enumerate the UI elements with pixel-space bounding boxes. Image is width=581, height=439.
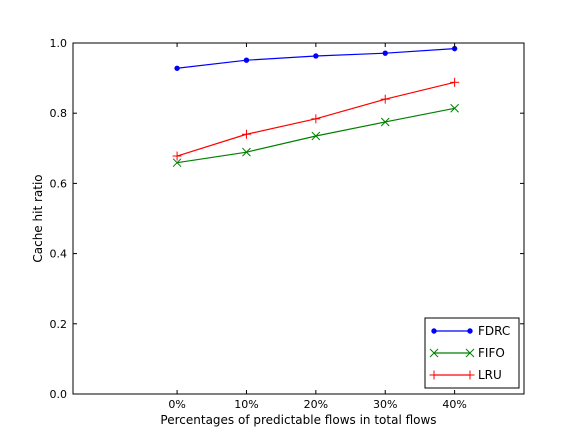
x-tick-label: 10%: [234, 398, 258, 411]
plot-frame: [72, 42, 525, 395]
data-point-fdrc: [382, 50, 388, 56]
y-axis-label: Cache hit ratio: [31, 174, 45, 262]
legend-marker-lru: [429, 370, 439, 380]
data-point-lru: [311, 114, 321, 124]
y-tick-label: 0.6: [50, 177, 68, 190]
data-point-fifo-stroke: [242, 147, 251, 157]
data-point-fifo: [242, 147, 251, 157]
y-tick-label: 0.2: [50, 318, 68, 331]
data-point-fdrc: [313, 53, 319, 59]
data-point-lru: [241, 129, 251, 139]
data-point-lru: [172, 151, 182, 161]
legend-marker-fdrc: [431, 328, 437, 334]
y-tick-label: 0.4: [50, 248, 68, 261]
legend-label-fifo: FIFO: [478, 346, 505, 360]
data-point-fifo-stroke: [450, 103, 459, 113]
x-tick-label: 0%: [168, 398, 185, 411]
data-point-fifo: [450, 103, 459, 113]
y-tick-label: 0.8: [50, 107, 68, 120]
x-tick-label: 30%: [373, 398, 397, 411]
plot-area: [172, 45, 460, 168]
data-point-fdrc: [451, 45, 458, 52]
legend-marker-fifo: [465, 348, 475, 358]
data-point-lru: [380, 94, 390, 104]
legend: FDRC FIFO LRU: [424, 317, 520, 389]
data-point-fifo: [172, 158, 182, 168]
legend-label-fdrc: FDRC: [478, 324, 510, 338]
data-point-fdrc: [243, 57, 250, 63]
legend-marker-lru: [465, 370, 475, 380]
x-axis-label: Percentages of predictable flows in tota…: [160, 413, 436, 427]
x-tick-label: 20%: [304, 398, 328, 411]
data-point-fifo-stroke: [311, 131, 321, 141]
legend-marker-fifo: [429, 348, 439, 358]
data-point-fifo-stroke: [380, 117, 390, 127]
data-point-fdrc: [174, 65, 180, 71]
legend-marker-fdrc: [467, 328, 473, 334]
data-point-fifo-stroke: [172, 158, 182, 168]
legend-marker-fifo-stroke: [429, 348, 439, 358]
y-tick-label: 1.0: [50, 37, 68, 50]
legend-marker-fifo-stroke: [465, 348, 475, 358]
y-tick-label: 0.0: [50, 388, 68, 401]
axes: 0.0 0.2 0.4 0.6 0.8 1.0 0% 10% 20% 30% 40%: [50, 37, 525, 411]
data-point-lru: [450, 77, 460, 87]
data-point-fifo: [380, 117, 390, 127]
x-tick-label: 40%: [442, 398, 466, 411]
data-point-fifo: [311, 131, 321, 141]
legend-label-lru: LRU: [478, 368, 502, 382]
